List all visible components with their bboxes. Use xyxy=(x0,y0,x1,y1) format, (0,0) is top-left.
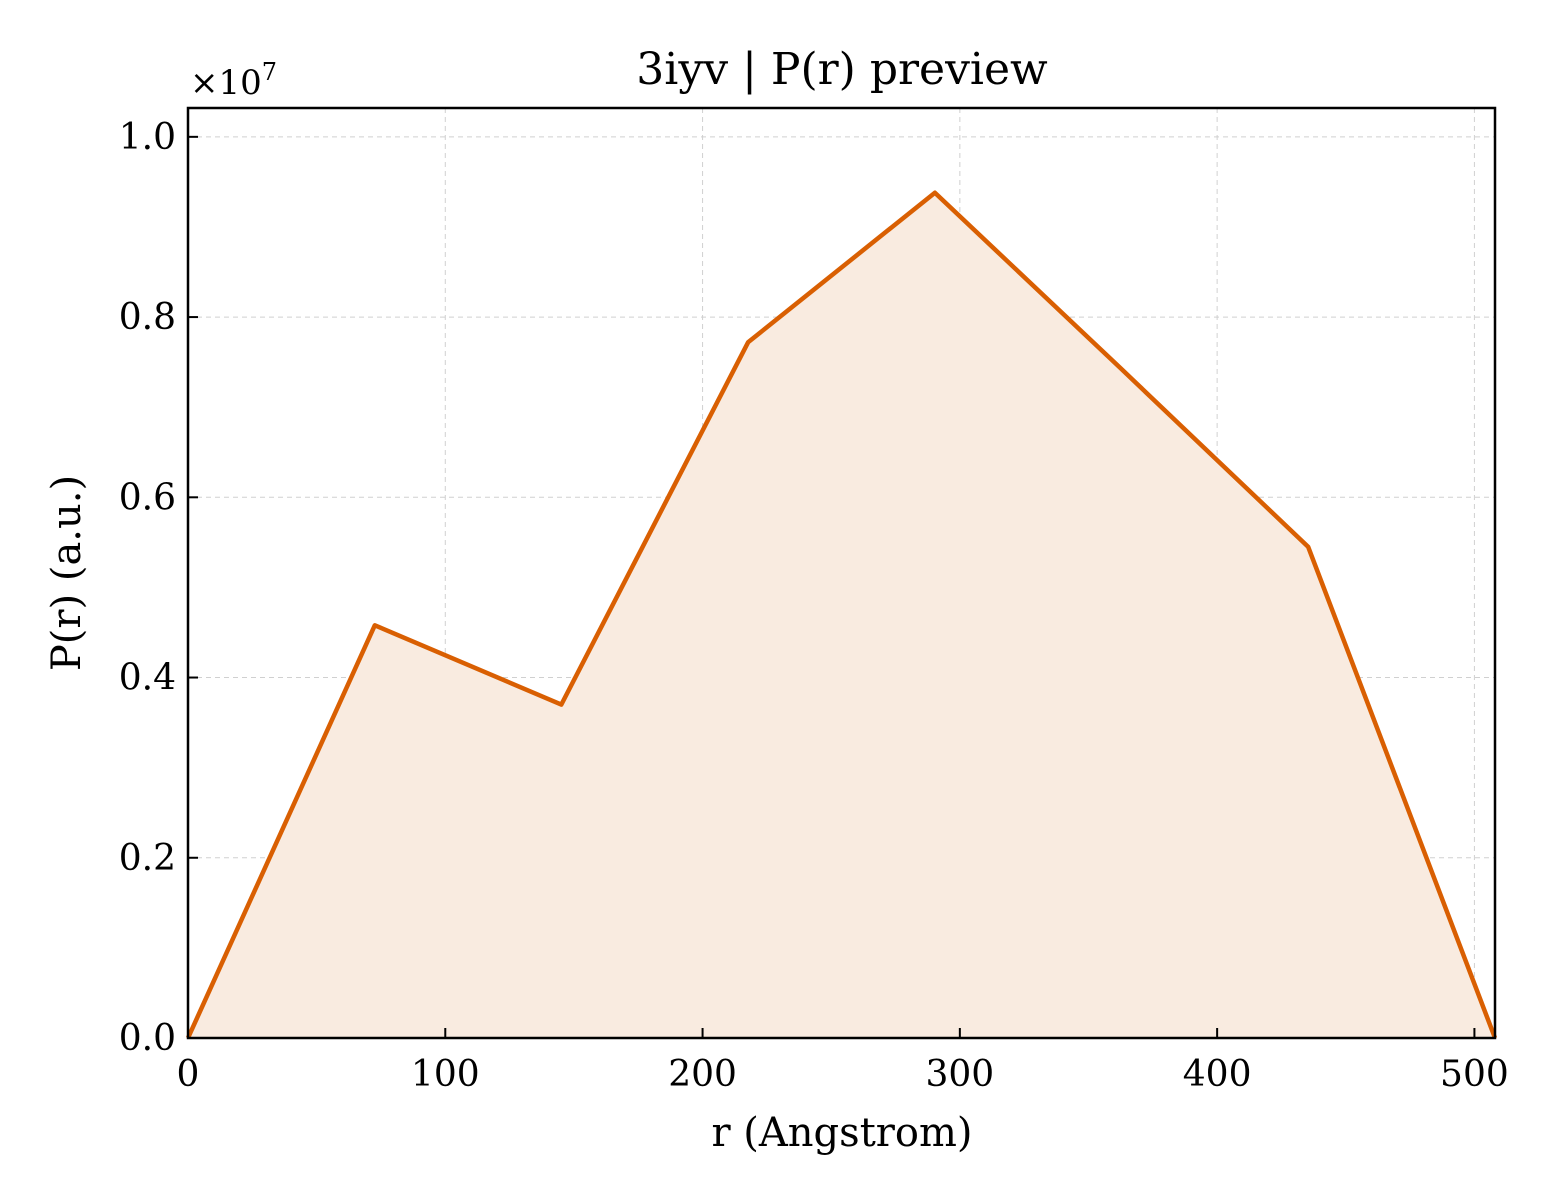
pr-area-fill xyxy=(188,192,1495,1038)
chart-title: 3iyv | P(r) preview xyxy=(636,44,1048,95)
y-tick-label: 0.6 xyxy=(119,477,176,518)
x-tick-label: 300 xyxy=(925,1054,994,1095)
y-tick-label: 1.0 xyxy=(119,117,176,158)
pr-series-line xyxy=(185,190,1498,1039)
x-tick-label: 0 xyxy=(177,1054,200,1095)
y-axis-multiplier: ×107 xyxy=(190,58,277,103)
x-tick-label: 200 xyxy=(668,1054,737,1095)
y-tick-label: 0.2 xyxy=(119,838,176,879)
y-multiplier-exponent: 7 xyxy=(262,58,277,86)
y-axis-ticks: 0.0 0.2 0.4 0.6 0.8 1.0 xyxy=(119,117,198,1059)
x-tick-label: 400 xyxy=(1183,1054,1252,1095)
y-tick-label: 0.4 xyxy=(119,658,176,699)
y-tick-label: 0.8 xyxy=(119,297,176,338)
plot-frame xyxy=(186,106,1497,1040)
y-tick-label: 0.0 xyxy=(119,1018,176,1059)
y-multiplier-base: ×10 xyxy=(190,63,262,103)
y-axis-label: P(r) (a.u.) xyxy=(44,475,90,671)
x-axis-label: r (Angstrom) xyxy=(711,1110,972,1156)
x-tick-label: 100 xyxy=(411,1054,480,1095)
x-axis-ticks: 0 100 200 300 400 500 xyxy=(177,1028,1509,1095)
x-tick-label: 500 xyxy=(1440,1054,1509,1095)
